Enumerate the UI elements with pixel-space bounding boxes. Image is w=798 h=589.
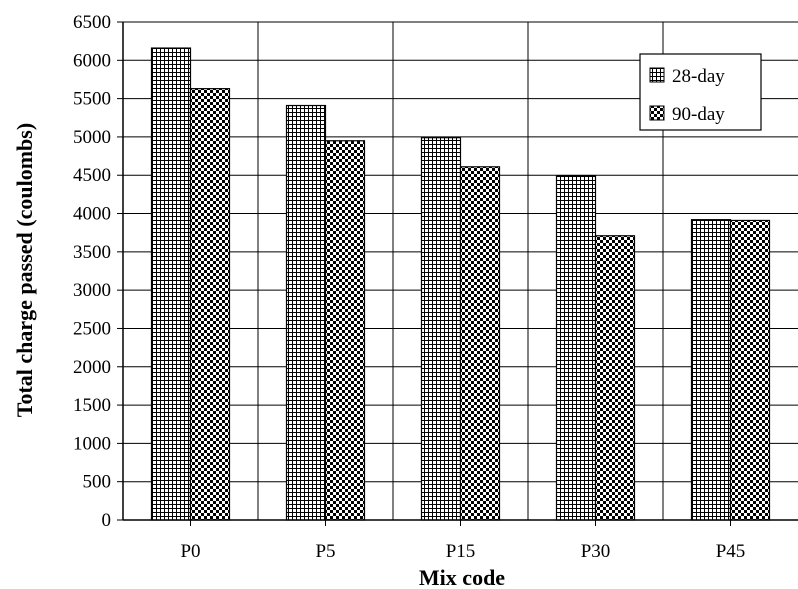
bar-28-day-P15 [420,137,462,521]
bar-90-day-P45 [729,219,771,521]
x-tick-label: P45 [716,541,746,562]
y-tick-label: 1000 [73,433,111,454]
y-tick-label: 3000 [73,280,111,301]
x-tick-label: P0 [180,541,200,562]
x-axis-title: Mix code [419,565,505,589]
y-tick-label: 4500 [73,165,111,186]
y-tick-label: 5000 [73,127,111,148]
bar-28-day-P45 [690,219,732,521]
x-tick-labels: P0 P5 P15 P30 P45 [180,541,745,562]
legend: 28-day 90-day [639,53,762,131]
bar-90-day-P30 [594,235,636,521]
bar-90-day-P0 [189,88,231,521]
y-tick-label: 2500 [73,318,111,339]
y-tick-label: 3500 [73,242,111,263]
bar-90-day-P15 [459,166,501,521]
x-tick-label: P15 [446,541,476,562]
bars [150,47,771,521]
y-tick-label: 1500 [73,395,111,416]
y-tick-label: 6000 [73,50,111,71]
legend-swatch-90-day [649,105,665,121]
bar-28-day-P30 [555,175,597,521]
y-tick-labels: 0 500 1000 1500 2000 2500 3000 3500 4000 4500 5000… [73,12,111,531]
y-tick-label: 500 [83,472,112,493]
axes [117,21,798,526]
x-tick-label: P30 [581,541,611,562]
bar-90-day-P5 [324,140,366,521]
bar-28-day-P5 [285,104,327,521]
y-axis-title: Total charge passed (coulombs) [12,123,37,417]
y-tick-label: 5500 [73,89,111,110]
x-tick-label: P5 [315,541,335,562]
y-tick-label: 2000 [73,357,111,378]
legend-swatch-28-day [649,67,665,83]
y-tick-label: 4000 [73,204,111,225]
bar-28-day-P0 [150,47,192,521]
y-tick-label: 6500 [73,12,111,33]
y-tick-label: 0 [102,510,112,531]
legend-label-90-day: 90-day [672,104,725,125]
legend-label-28-day: 28-day [672,66,725,87]
